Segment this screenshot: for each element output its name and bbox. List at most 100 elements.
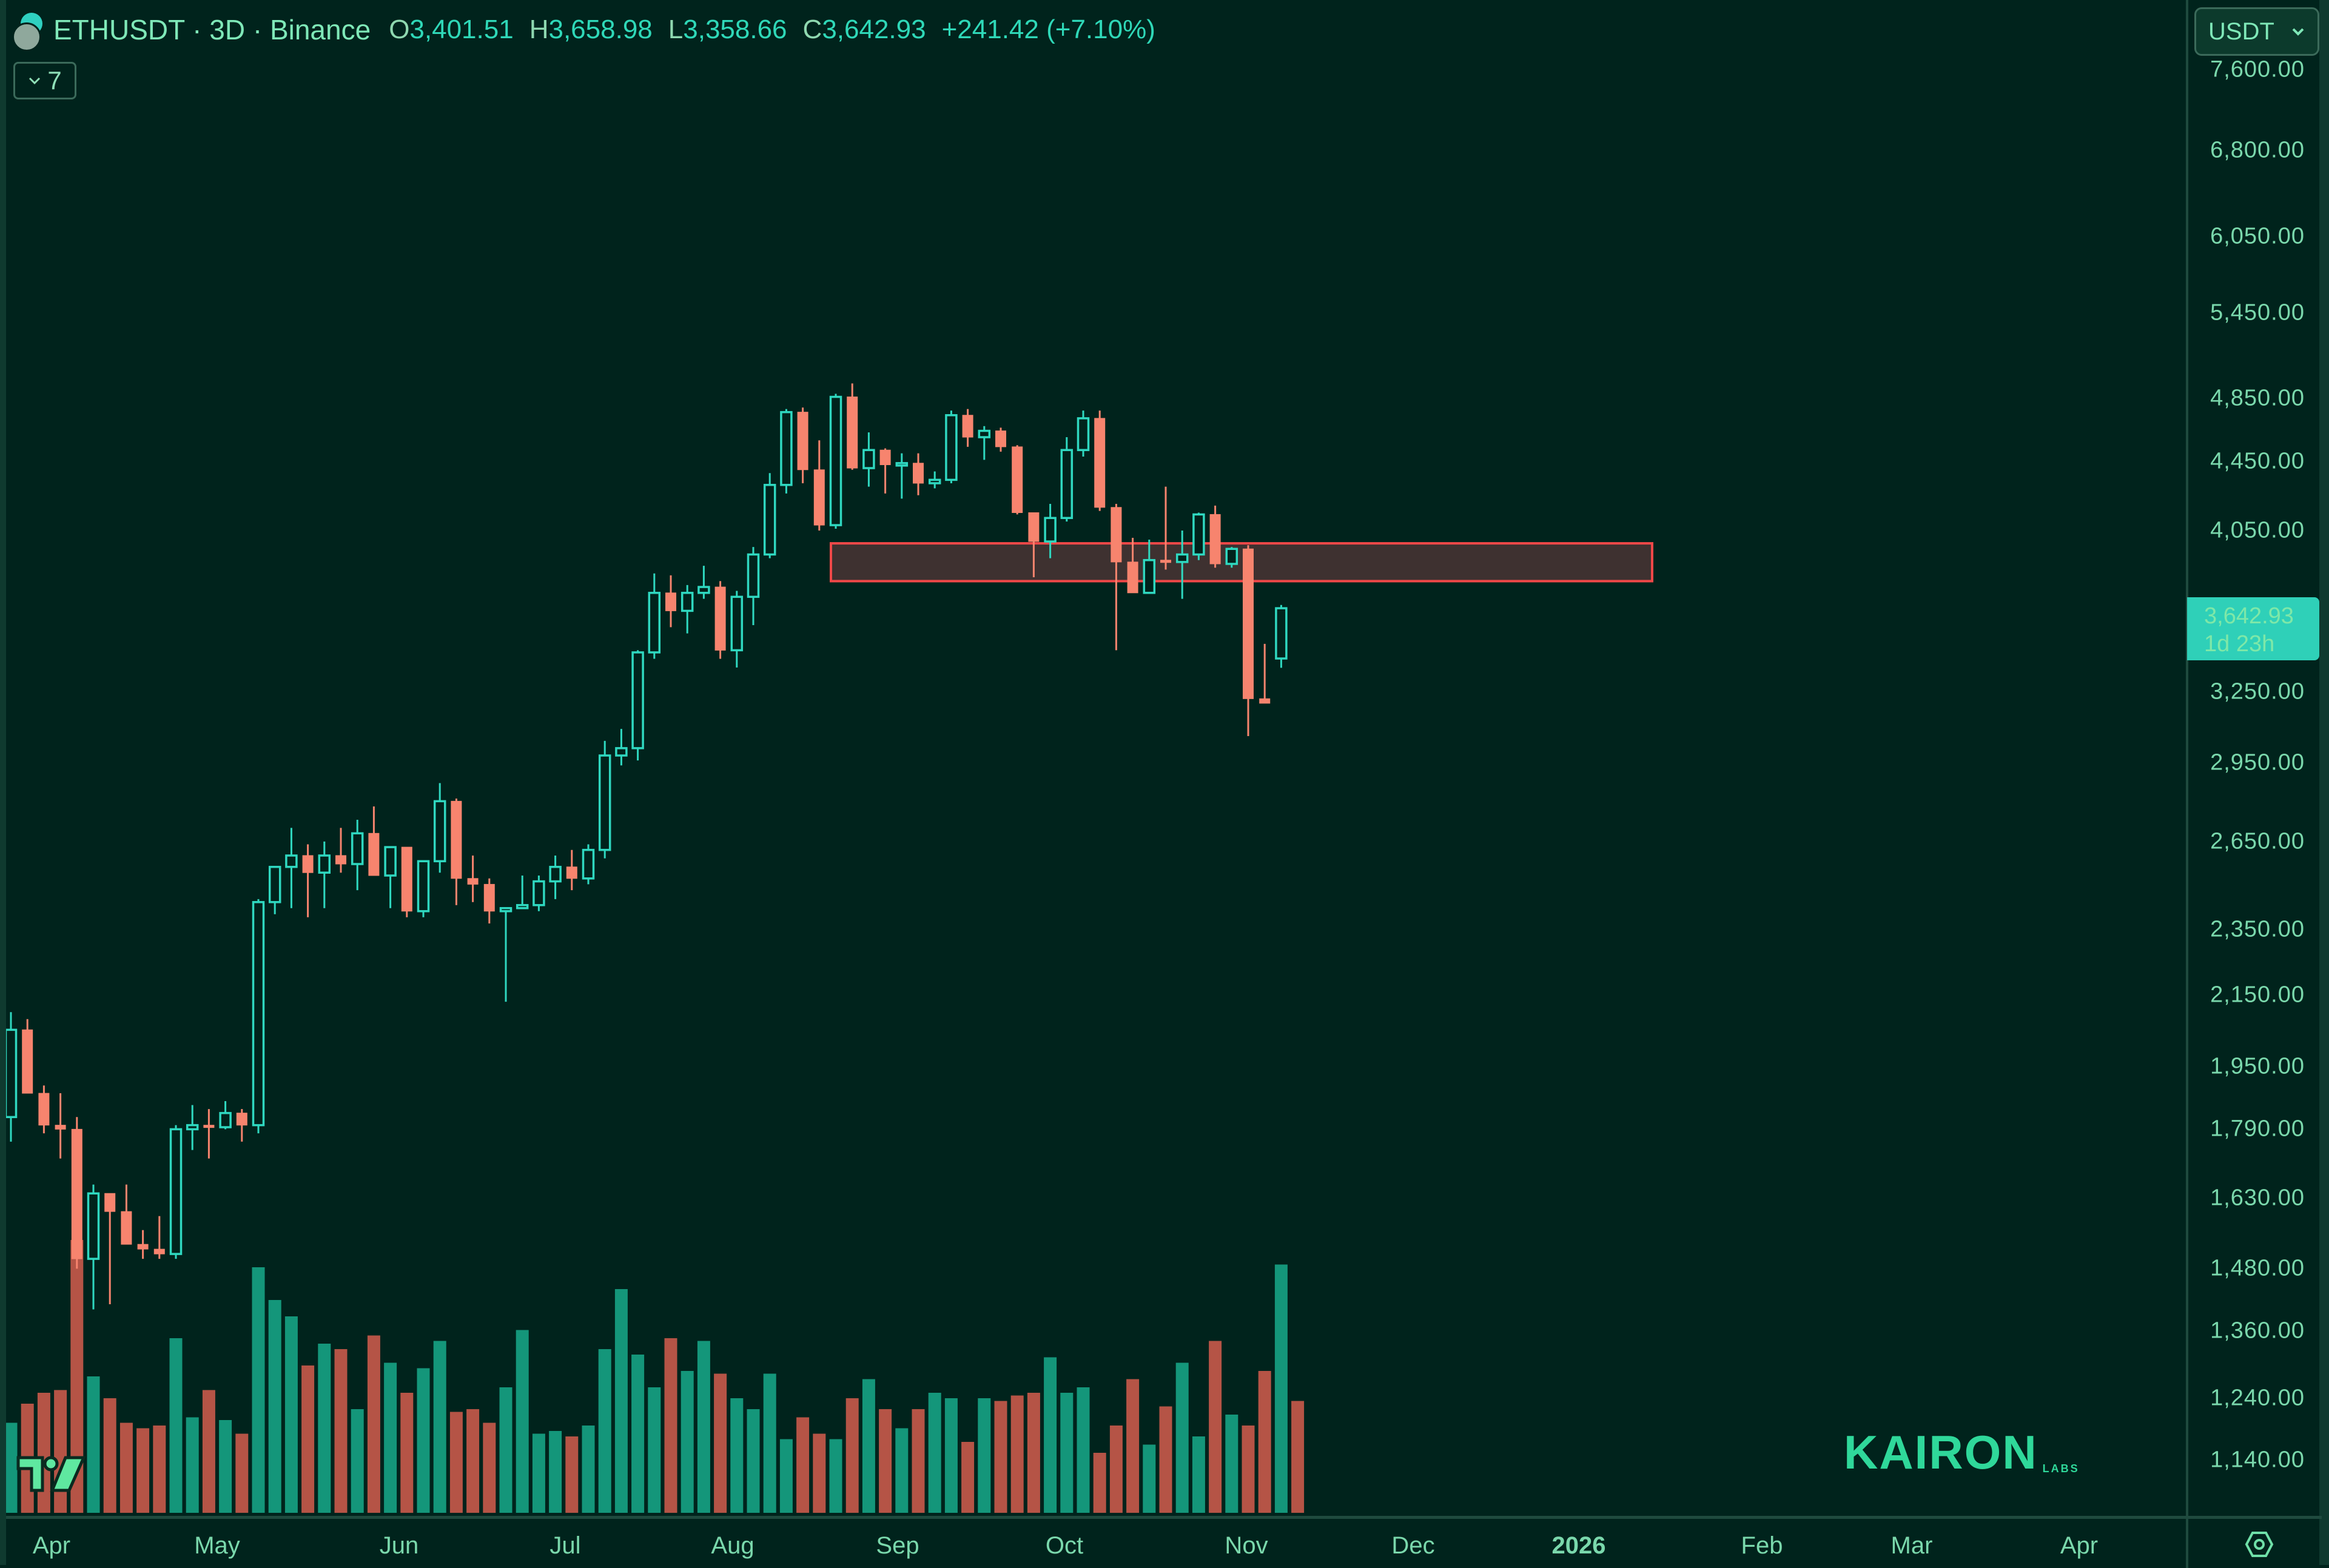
volume-bar <box>70 1240 84 1513</box>
volume-bar <box>449 1412 463 1513</box>
candle-down <box>962 415 973 438</box>
volume-bar <box>1274 1264 1288 1513</box>
candle-up <box>351 832 364 865</box>
candle-up <box>1275 607 1288 660</box>
volume-bar <box>598 1349 611 1513</box>
volume-bar <box>747 1409 760 1513</box>
candle-up <box>1192 513 1205 556</box>
candle-up <box>582 848 595 880</box>
candle-up <box>747 553 760 598</box>
candlestick-chart[interactable] <box>6 0 2186 1516</box>
candle-up <box>598 754 611 851</box>
candle-down <box>137 1244 149 1250</box>
volume-bar <box>845 1398 859 1513</box>
volume-bar <box>367 1335 380 1513</box>
candle-up <box>252 901 265 1127</box>
candle-down <box>71 1128 82 1259</box>
volume-bar <box>400 1393 414 1513</box>
candle-down <box>566 866 577 879</box>
candle-up <box>1044 517 1057 543</box>
candle-up <box>6 1028 18 1119</box>
currency-selector[interactable]: USDT <box>2194 7 2319 56</box>
candle-down <box>335 855 346 865</box>
candle-down <box>797 412 808 471</box>
volume-bar <box>351 1409 364 1513</box>
chevron-down-icon <box>29 77 41 85</box>
candle-up <box>945 414 958 481</box>
candle-up <box>219 1111 232 1128</box>
candle-down <box>302 855 314 873</box>
volume-bar <box>6 1422 18 1513</box>
candle-up <box>318 854 331 874</box>
volume-bar <box>961 1442 975 1513</box>
volume-bar <box>516 1330 529 1513</box>
volume-bar <box>944 1398 958 1513</box>
candle-up <box>433 800 446 863</box>
volume-bar <box>202 1390 215 1513</box>
candle-up <box>648 592 661 654</box>
candle-down <box>467 878 479 885</box>
price-tick-label: 3,250.00 <box>2210 678 2305 705</box>
volume-bar <box>268 1300 281 1513</box>
currency-value: USDT <box>2208 18 2274 45</box>
candle-down <box>1012 446 1023 514</box>
volume-bar <box>714 1373 727 1513</box>
candle-up <box>681 592 694 612</box>
volume-bar <box>813 1433 826 1513</box>
candle-up <box>763 484 776 556</box>
settings-icon[interactable] <box>2244 1529 2274 1560</box>
tradingview-logo-icon[interactable] <box>16 1454 87 1494</box>
volume-bar <box>1126 1379 1140 1513</box>
volume-bar <box>862 1379 875 1513</box>
candle-up <box>285 854 298 868</box>
volume-bar <box>37 1393 50 1513</box>
candle-down <box>121 1211 132 1245</box>
price-axis[interactable]: 7,600.00 6,800.00 6,050.00 5,450.00 4,850.00… <box>2186 0 2322 1516</box>
candle-up <box>87 1192 100 1260</box>
candle-down <box>913 463 924 484</box>
candle-down <box>1209 514 1221 565</box>
volume-bar <box>119 1422 133 1513</box>
candle-up <box>186 1124 199 1131</box>
candle-down <box>813 469 825 526</box>
time-tick-label: Apr <box>32 1532 71 1559</box>
price-chart-pane[interactable] <box>6 0 2186 1516</box>
time-tick-label: 2026 <box>1551 1532 1606 1559</box>
symbol-title[interactable]: ETHUSDT · 3D · Binance <box>53 14 371 45</box>
watermark-brand: KAIRON <box>1844 1426 2038 1479</box>
right-border <box>2319 0 2329 1565</box>
price-tick-label: 2,950.00 <box>2210 749 2305 776</box>
candle-up <box>780 410 793 486</box>
candle-down <box>55 1125 66 1130</box>
volume-bar <box>664 1338 677 1513</box>
price-tick-label: 4,850.00 <box>2210 385 2305 411</box>
candle-down <box>153 1248 165 1255</box>
symbol-header: ETHUSDT · 3D · Binance O3,401.51 H3,658.… <box>11 8 1155 52</box>
volume-bar <box>779 1439 793 1513</box>
volume-bar <box>928 1393 941 1513</box>
time-axis[interactable]: Apr May Jun Jul Aug Sep Oct Nov Dec 2026 Feb Mar Apr <box>6 1516 2186 1568</box>
volume-bar <box>549 1431 562 1513</box>
candle-down <box>1243 548 1254 699</box>
ethereum-logo-icon[interactable] <box>11 12 47 52</box>
candle-down <box>1127 561 1138 594</box>
candle-down <box>665 592 676 611</box>
volume-bar <box>1291 1401 1305 1513</box>
price-tick-label: 1,140.00 <box>2210 1447 2305 1473</box>
candle-up <box>631 651 644 749</box>
indicators-toggle-button[interactable]: 7 <box>13 62 76 99</box>
kairon-labs-watermark: KAIRON LABS <box>1844 1425 2080 1480</box>
candle-down <box>104 1193 116 1212</box>
candle-up <box>1175 553 1189 563</box>
resistance-zone-rectangle[interactable] <box>830 542 1653 583</box>
candle-down <box>451 800 462 879</box>
volume-bar <box>318 1344 331 1513</box>
candle-up <box>1143 558 1156 594</box>
volume-bar <box>252 1267 265 1513</box>
price-tick-label: 1,240.00 <box>2210 1385 2305 1411</box>
time-tick-label: Jul <box>549 1532 581 1559</box>
volume-bar <box>763 1373 776 1513</box>
candle-up <box>928 478 941 484</box>
price-tick-label: 4,450.00 <box>2210 448 2305 474</box>
